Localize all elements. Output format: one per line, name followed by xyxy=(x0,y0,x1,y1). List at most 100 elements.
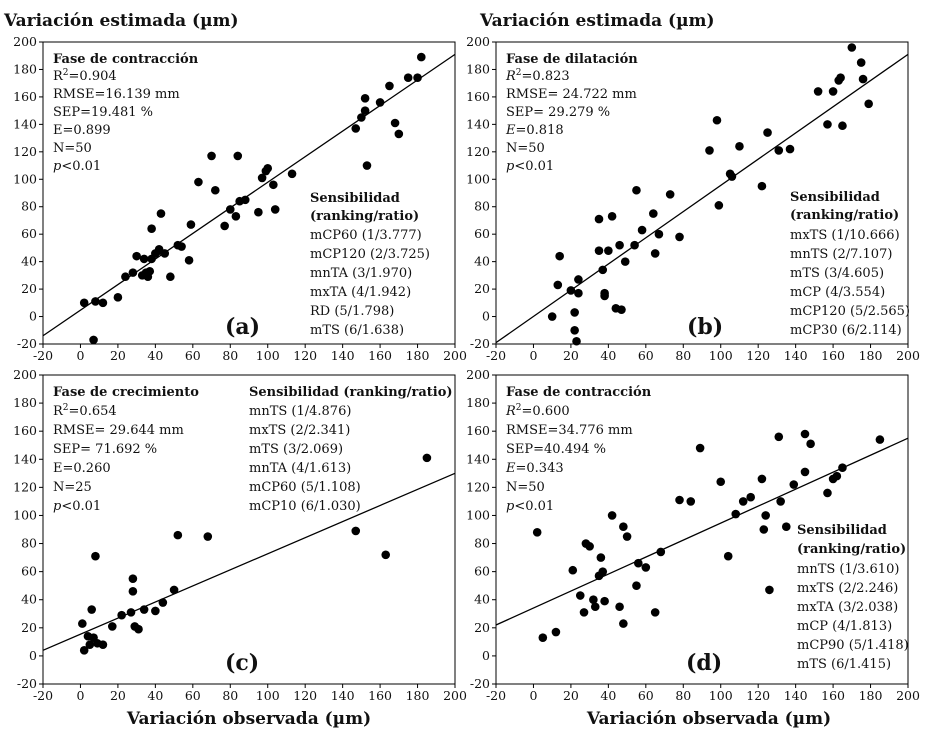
sensitivity-item: mCP120 (5/2.565) xyxy=(790,304,910,319)
chart-marks xyxy=(42,453,456,655)
data-point xyxy=(91,551,100,561)
sensitivity-item: mCP60 (5/1.108) xyxy=(249,480,361,495)
y-tick-label: 120 xyxy=(13,479,37,494)
data-point xyxy=(654,229,664,239)
data-point xyxy=(620,257,630,266)
data-point xyxy=(585,542,594,551)
data-point xyxy=(156,209,166,218)
sensitivity-item: mCP90 (5/1.418) xyxy=(797,638,909,653)
sensitivity-item: mnTS (1/4.876) xyxy=(249,404,351,419)
y-axis-ticks: -20 0 20 40 60 80 100 120 140 160 180 200 xyxy=(13,34,43,351)
data-point xyxy=(776,497,785,506)
sensitivity-item: mCP (4/3.554) xyxy=(790,285,885,300)
y-tick-label: 20 xyxy=(474,620,490,635)
data-point xyxy=(712,115,722,125)
p-symbol: p xyxy=(53,499,62,514)
r2-superscript: 2 xyxy=(516,403,522,413)
data-point xyxy=(705,146,714,155)
y-tick-label: 140 xyxy=(13,451,37,466)
data-point xyxy=(220,221,229,231)
data-point xyxy=(547,312,557,321)
e-symbol: E xyxy=(505,123,516,138)
p-value: <0.01 xyxy=(61,159,101,174)
stats-block: Fase de contracción R2=0.600 RMSE=34.776… xyxy=(505,385,652,514)
y-axis-title-left: Variación estimada (µm) xyxy=(3,11,239,31)
x-tick-label: 100 xyxy=(256,348,280,363)
p-stat: p<0.01 xyxy=(506,499,554,514)
x-tick-label: 120 xyxy=(293,688,317,703)
r2-superscript: 2 xyxy=(63,403,69,413)
x-tick-label: 180 xyxy=(859,348,883,363)
data-point xyxy=(570,325,579,335)
data-point xyxy=(532,528,542,537)
sensitivity-item: mnTA (4/1.613) xyxy=(249,461,351,476)
y-tick-label: 60 xyxy=(21,564,37,579)
sensitivity-title: Sensibilidad xyxy=(797,523,887,538)
regression-line xyxy=(495,53,909,344)
data-point xyxy=(416,52,426,62)
y-tick-label: 40 xyxy=(474,592,490,607)
x-tick-label: 40 xyxy=(147,348,163,363)
x-tick-label: -20 xyxy=(486,688,506,703)
sensitivity-title: Sensibilidad (ranking/ratio) xyxy=(249,385,453,400)
y-tick-label: 120 xyxy=(466,144,490,159)
data-point xyxy=(570,308,579,317)
data-point xyxy=(617,305,626,314)
sensitivity-item: mnTS (2/7.107) xyxy=(790,247,892,262)
r2-superscript: 2 xyxy=(63,68,69,78)
data-point xyxy=(139,605,149,614)
y-tick-label: 80 xyxy=(21,536,37,551)
data-point xyxy=(231,212,241,221)
regression-line xyxy=(42,472,456,651)
data-point xyxy=(394,129,404,139)
e-value: =0.818 xyxy=(516,123,564,138)
y-tick-label: 160 xyxy=(13,89,37,104)
y-tick-label: 200 xyxy=(13,34,37,49)
data-point xyxy=(210,185,220,195)
data-point xyxy=(184,255,194,265)
data-point xyxy=(574,275,583,284)
panel-label: (d) xyxy=(686,650,722,676)
sensitivity-block: Sensibilidad (ranking/ratio) mCP60 (1/3.… xyxy=(310,191,430,338)
data-point xyxy=(774,146,784,155)
y-tick-label: 0 xyxy=(29,648,37,663)
data-point xyxy=(864,99,873,109)
x-tick-label: 0 xyxy=(76,688,84,703)
data-point xyxy=(836,73,845,82)
x-tick-label: 80 xyxy=(222,688,238,703)
stats-block: Fase de crecimiento R2=0.654 RMSE= 29.64… xyxy=(53,385,199,514)
sensitivity-item: mTS (6/1.415) xyxy=(797,657,891,672)
data-point xyxy=(675,495,684,505)
data-point xyxy=(555,251,564,261)
sensitivity-item: mTS (3/4.605) xyxy=(790,266,884,281)
data-point xyxy=(607,212,617,221)
e-symbol: E xyxy=(505,461,516,476)
p-stat: p<0.01 xyxy=(53,159,101,174)
data-point xyxy=(132,251,141,261)
data-point xyxy=(574,288,583,298)
x-axis-title-left: Variación observada (µm) xyxy=(126,709,371,729)
data-point xyxy=(78,619,87,628)
sensitivity-item: mCP (4/1.813) xyxy=(797,619,892,634)
sensitivity-item: RD (5/1.798) xyxy=(310,304,394,319)
data-point xyxy=(637,225,647,235)
r2-stat: R2=0.904 xyxy=(53,68,117,84)
r2-value: =0.654 xyxy=(69,404,117,419)
chart-marks xyxy=(42,52,456,345)
data-point xyxy=(607,511,617,520)
x-tick-label: 0 xyxy=(529,688,537,703)
x-tick-label: 160 xyxy=(368,348,392,363)
sensitivity-item: mxTS (2/2.246) xyxy=(797,581,898,596)
data-point xyxy=(381,550,391,560)
x-tick-label: 60 xyxy=(185,348,201,363)
x-tick-label: -20 xyxy=(33,688,53,703)
y-tick-label: 180 xyxy=(466,61,490,76)
data-point xyxy=(240,195,250,205)
data-point xyxy=(375,98,385,107)
r2-symbol: R xyxy=(53,404,64,419)
data-point xyxy=(98,640,108,649)
data-point xyxy=(594,214,604,224)
n-stat: N=50 xyxy=(506,480,545,495)
data-point xyxy=(596,553,606,562)
stats-block: Fase de contracción R2=0.904 RMSE=16.139… xyxy=(53,52,199,174)
